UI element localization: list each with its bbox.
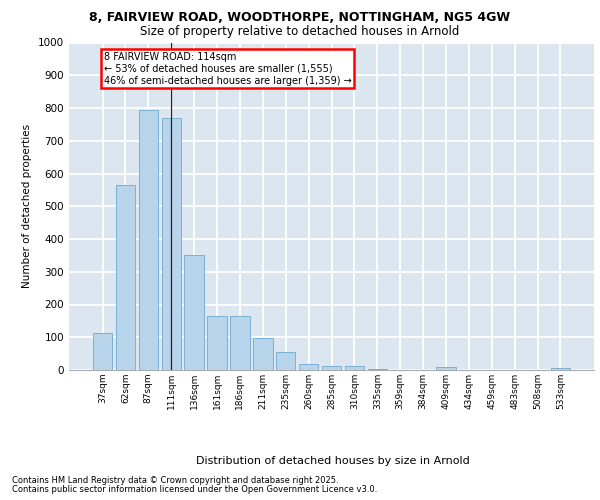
Bar: [139, 110, 158, 370]
Bar: [368, 369, 387, 370]
Text: 8, FAIRVIEW ROAD, WOODTHORPE, NOTTINGHAM, NG5 4GW: 8, FAIRVIEW ROAD, WOODTHORPE, NOTTINGHAM…: [89, 11, 511, 24]
Bar: [253, 338, 272, 370]
Bar: [276, 352, 295, 370]
Bar: [93, 333, 112, 370]
Bar: [161, 118, 181, 370]
Bar: [299, 364, 319, 370]
Bar: [208, 316, 227, 370]
Bar: [184, 256, 204, 370]
Text: Size of property relative to detached houses in Arnold: Size of property relative to detached ho…: [140, 25, 460, 38]
Bar: [436, 368, 455, 370]
Bar: [322, 366, 341, 370]
Text: 8 FAIRVIEW ROAD: 114sqm
← 53% of detached houses are smaller (1,555)
46% of semi: 8 FAIRVIEW ROAD: 114sqm ← 53% of detache…: [104, 52, 352, 86]
Bar: [230, 316, 250, 370]
Bar: [551, 368, 570, 370]
Bar: [344, 366, 364, 370]
Bar: [116, 185, 135, 370]
Text: Contains HM Land Registry data © Crown copyright and database right 2025.: Contains HM Land Registry data © Crown c…: [12, 476, 338, 485]
Text: Distribution of detached houses by size in Arnold: Distribution of detached houses by size …: [196, 456, 470, 466]
Y-axis label: Number of detached properties: Number of detached properties: [22, 124, 32, 288]
Text: Contains public sector information licensed under the Open Government Licence v3: Contains public sector information licen…: [12, 485, 377, 494]
